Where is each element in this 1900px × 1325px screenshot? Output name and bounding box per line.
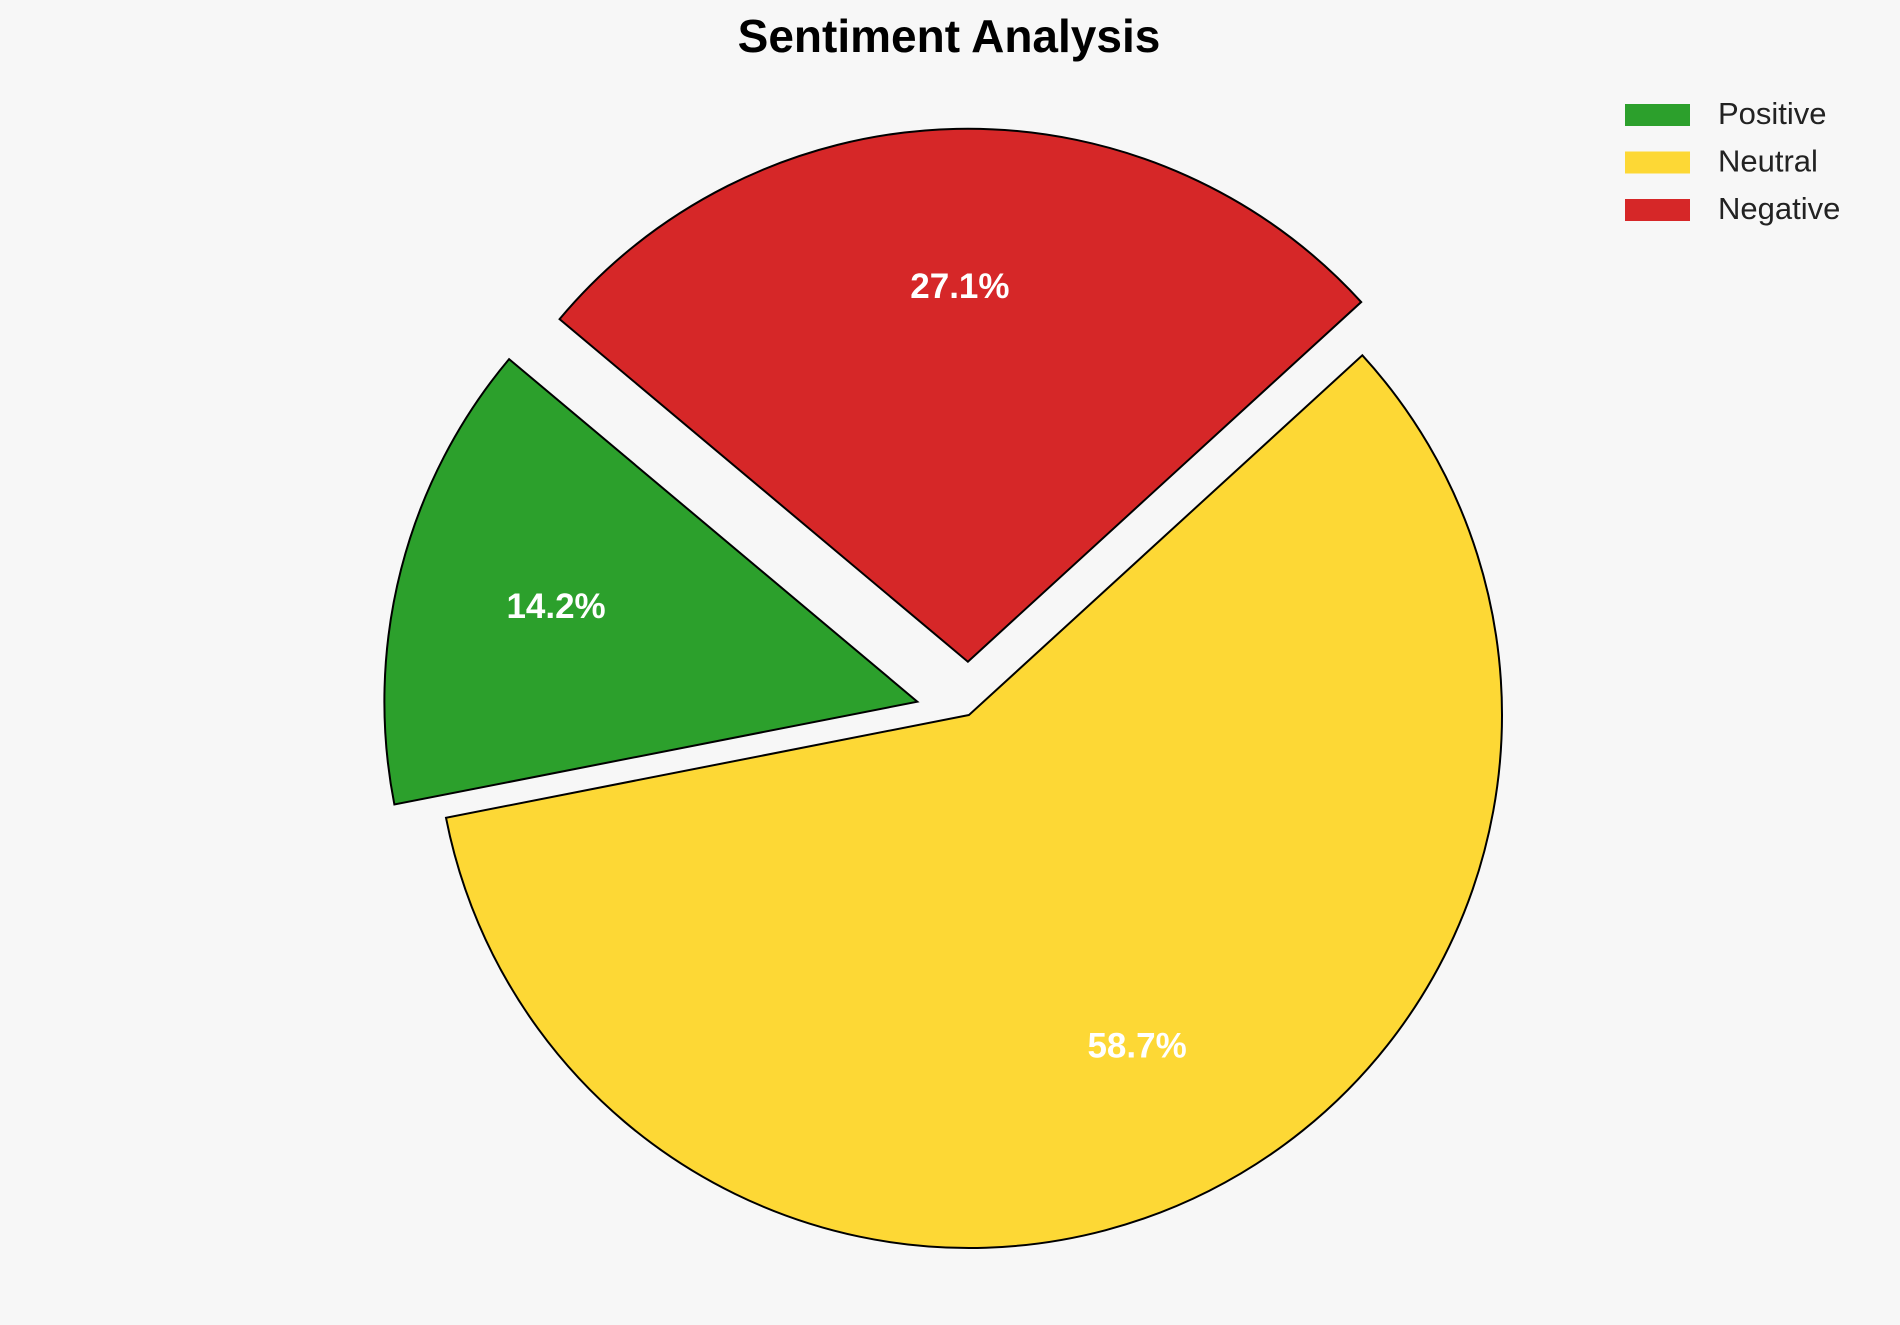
chart-title: Sentiment Analysis — [738, 10, 1161, 62]
pie-slice — [383, 357, 920, 806]
slice-label: 58.7% — [1087, 1026, 1186, 1065]
slice-label: 14.2% — [506, 587, 605, 626]
legend-label: Negative — [1718, 191, 1840, 226]
slice-label: 27.1% — [910, 267, 1009, 306]
pie-slice — [444, 353, 1503, 1249]
legend-swatch — [1625, 199, 1690, 221]
pie-slice — [558, 127, 1363, 664]
legend-swatch — [1625, 151, 1690, 174]
legend-label: Neutral — [1718, 144, 1818, 179]
legend-label: Positive — [1718, 96, 1827, 131]
legend-swatch — [1625, 104, 1690, 126]
